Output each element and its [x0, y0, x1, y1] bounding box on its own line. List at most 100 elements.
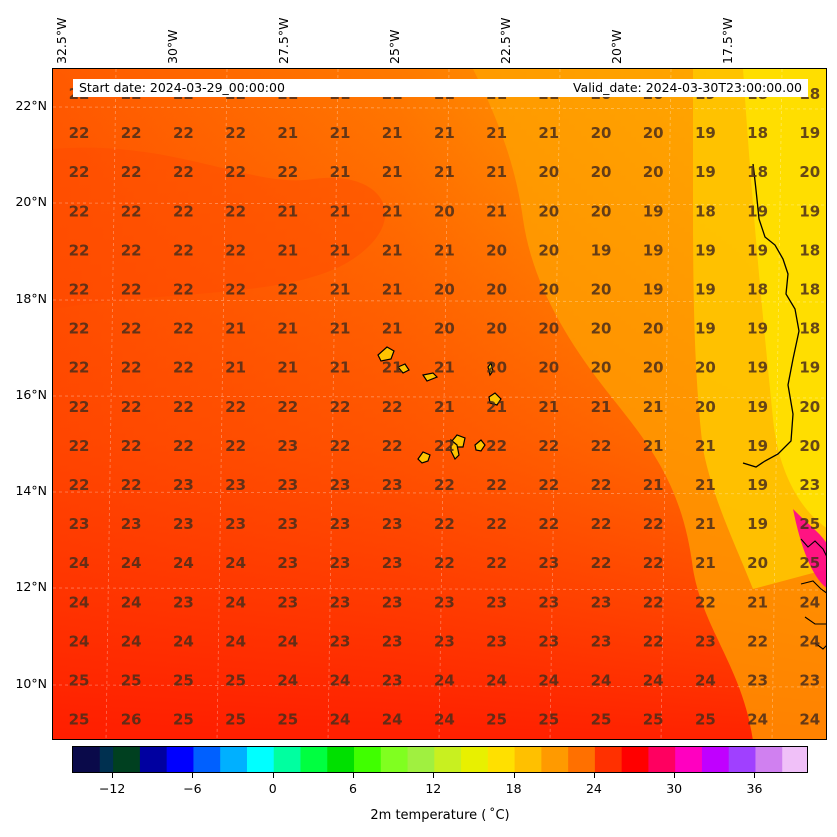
temperature-value: 24 — [382, 711, 403, 729]
island-sao-nicolau — [422, 372, 439, 382]
colorbar-cell — [153, 747, 161, 772]
colorbar-cell — [441, 747, 449, 772]
temperature-value: 24 — [225, 632, 246, 650]
temperature-value: 25 — [121, 672, 142, 690]
temperature-value: 22 — [382, 398, 403, 416]
temperature-value: 20 — [643, 163, 664, 181]
temperature-value: 19 — [643, 281, 664, 299]
colorbar-tick-label: −6 — [183, 781, 202, 796]
colorbar-tick — [513, 773, 515, 778]
meridian-line — [549, 69, 561, 739]
colorbar-cell — [608, 747, 616, 772]
temperature-value: 23 — [695, 632, 716, 650]
temperature-value: 21 — [277, 320, 298, 338]
temperature-value: 21 — [382, 281, 403, 299]
colorbar-cell — [501, 747, 509, 772]
temperature-value: 20 — [643, 359, 664, 377]
coastline — [742, 163, 800, 468]
colorbar-cell — [287, 747, 295, 772]
temperature-value: 21 — [330, 124, 351, 142]
temperature-value: 23 — [173, 515, 194, 533]
temperature-value: 19 — [747, 476, 768, 494]
colorbar-cell — [347, 747, 355, 772]
temperature-value: 23 — [277, 515, 298, 533]
colorbar-cell — [668, 747, 676, 772]
temperature-value: 25 — [538, 711, 559, 729]
colorbar-cell — [113, 747, 121, 772]
temperature-value: 22 — [69, 202, 90, 220]
colorbar-cell — [768, 747, 777, 772]
longitude-label: 30°W — [165, 29, 180, 64]
temperature-value: 22 — [121, 241, 142, 259]
temperature-value: 23 — [277, 476, 298, 494]
temperature-value: 21 — [538, 398, 559, 416]
temperature-value: 23 — [799, 672, 820, 690]
colorbar-cell — [133, 747, 141, 772]
temperature-value: 19 — [695, 281, 716, 299]
temperature-value: 26 — [121, 711, 142, 729]
colorbar-cell — [454, 747, 462, 772]
colorbar-cell — [427, 747, 435, 772]
colorbar-cell — [487, 747, 496, 772]
temperature-value: 22 — [225, 163, 246, 181]
temperature-value: 20 — [695, 359, 716, 377]
temperature-value: 22 — [173, 320, 194, 338]
temperature-value: 22 — [225, 398, 246, 416]
temperature-value: 22 — [591, 515, 612, 533]
meridian-line — [771, 69, 783, 739]
island-brava — [474, 439, 486, 452]
temperature-value: 24 — [225, 593, 246, 611]
latitude-labels: 22°N 20°N 18°N 16°N 14°N 12°N 10°N — [0, 0, 52, 740]
colorbar-cell — [166, 747, 174, 772]
temperature-value: 21 — [225, 320, 246, 338]
colorbar-tick-label: 24 — [585, 781, 602, 796]
colorbar-cell — [802, 747, 807, 772]
temperature-value: 20 — [747, 554, 768, 572]
temperature-value: 22 — [643, 554, 664, 572]
latitude-label: 22°N — [15, 98, 47, 113]
colorbar-tick — [192, 773, 194, 778]
temperature-value: 24 — [277, 632, 298, 650]
colorbar-cell — [340, 747, 348, 772]
temperature-value: 20 — [486, 320, 507, 338]
colorbar-cell — [206, 747, 215, 772]
temperature-value: 22 — [538, 437, 559, 455]
colorbar-cell — [226, 747, 235, 772]
colorbar-cell — [93, 747, 101, 772]
colorbar-cell — [648, 747, 656, 772]
temperature-value: 19 — [799, 124, 820, 142]
temperature-value: 22 — [330, 398, 351, 416]
colorbar-cell — [434, 747, 442, 772]
longitude-label: 32.5°W — [54, 17, 69, 64]
temperature-value: 25 — [225, 672, 246, 690]
temperature-value: 19 — [747, 202, 768, 220]
temperature-value: 22 — [591, 437, 612, 455]
temperature-value: 24 — [330, 672, 351, 690]
colorbar-cell — [675, 747, 683, 772]
colorbar-tick-label: 18 — [505, 781, 522, 796]
temperature-value: 21 — [486, 124, 507, 142]
colorbar-cell — [253, 747, 261, 772]
temperature-value: 23 — [225, 515, 246, 533]
colorbar-cell — [293, 747, 302, 772]
temperature-value: 22 — [486, 437, 507, 455]
temperature-value: 22 — [121, 437, 142, 455]
temperature-value: 19 — [695, 124, 716, 142]
temperature-value: 25 — [486, 711, 507, 729]
temperature-value: 20 — [591, 202, 612, 220]
colorbar-cell — [742, 747, 750, 772]
temperature-value: 24 — [121, 554, 142, 572]
temperature-value: 19 — [747, 515, 768, 533]
temperature-value: 22 — [121, 124, 142, 142]
colorbar-cell — [574, 747, 583, 772]
colorbar-cell — [420, 747, 429, 772]
temperature-value: 23 — [799, 476, 820, 494]
latitude-label: 16°N — [15, 387, 47, 402]
latitude-label: 10°N — [15, 676, 47, 691]
colorbar-cell — [387, 747, 395, 772]
map-panel: 22 22 22 22 21 21 21 21 21 21 20 20 19 18 18 22 22 22 22 21… — [52, 68, 827, 740]
temperature-value: 24 — [434, 711, 455, 729]
colorbar-tick — [754, 773, 756, 778]
colorbar-cell — [708, 747, 716, 772]
colorbar-tick-label: 0 — [268, 781, 277, 796]
